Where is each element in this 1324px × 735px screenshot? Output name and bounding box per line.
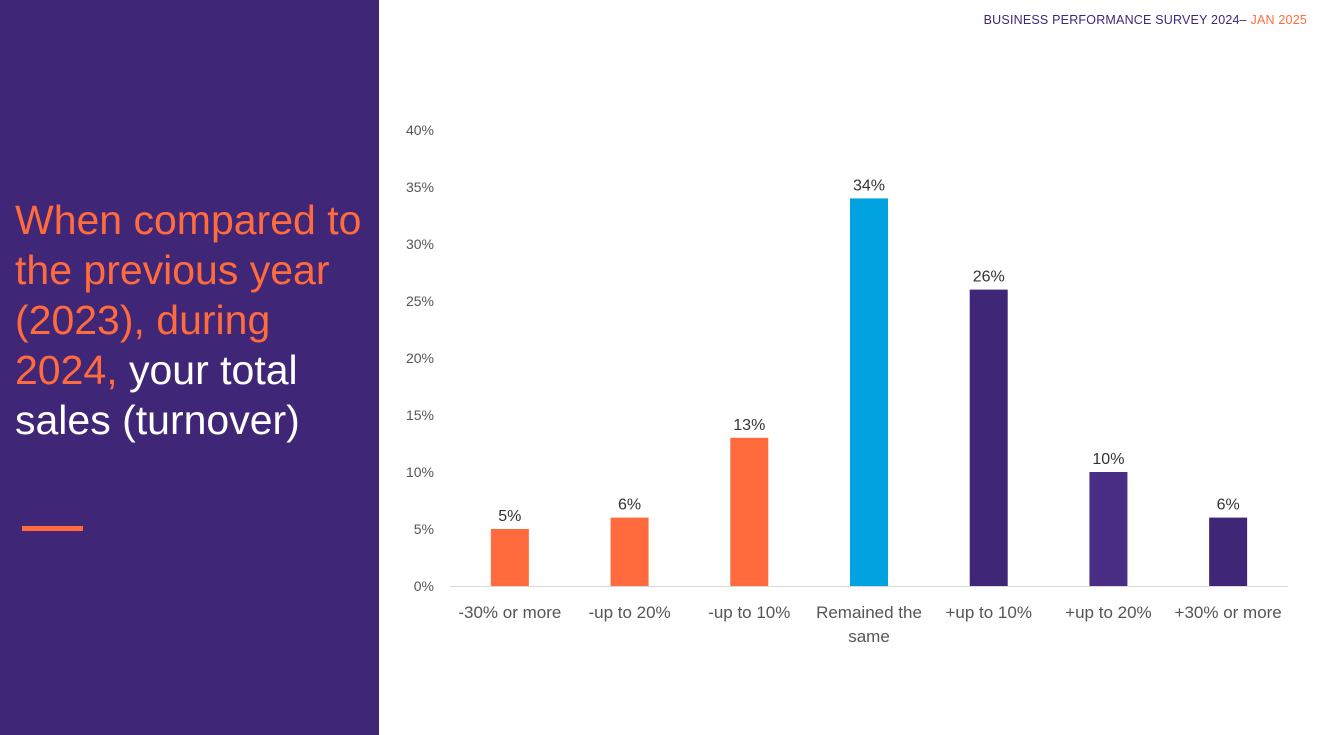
x-tick-label: -30% or more <box>458 603 561 622</box>
data-label: 26% <box>973 269 1005 286</box>
bar <box>610 517 649 586</box>
headline-highlight: When compared to the previous year (2023… <box>15 197 362 393</box>
data-label: 6% <box>618 497 641 514</box>
y-tick-label: 5% <box>414 521 434 537</box>
x-tick-label: -up to 10% <box>708 603 790 622</box>
bar <box>969 289 1008 586</box>
x-tick-label: Remained the <box>816 603 922 622</box>
left-panel: When compared to the previous year (2023… <box>0 0 379 735</box>
data-label: 10% <box>1092 451 1124 468</box>
accent-line <box>22 526 83 531</box>
x-tick-label: +30% or more <box>1175 603 1282 622</box>
y-tick-label: 15% <box>406 407 434 423</box>
bar <box>730 437 769 586</box>
survey-title: BUSINESS PERFORMANCE SURVEY 2024– <box>983 13 1247 27</box>
data-label: 5% <box>498 508 521 525</box>
y-tick-label: 20% <box>406 350 434 366</box>
headline-rest: your total sales (turnover) <box>15 347 300 443</box>
x-tick-label: +up to 10% <box>945 603 1032 622</box>
data-label: 13% <box>733 417 765 434</box>
bar <box>850 198 888 586</box>
data-label: 34% <box>853 177 885 194</box>
slide-headline: When compared to the previous year (2023… <box>15 195 365 445</box>
y-tick-label: 0% <box>414 578 434 594</box>
x-tick-label: same <box>848 627 890 646</box>
y-tick-label: 10% <box>406 464 434 480</box>
bar <box>490 529 529 586</box>
survey-header: BUSINESS PERFORMANCE SURVEY 2024– JAN 20… <box>984 13 1307 27</box>
bar <box>1209 517 1248 586</box>
y-tick-label: 35% <box>406 179 434 195</box>
data-label: 6% <box>1217 497 1240 514</box>
x-tick-label: +up to 20% <box>1065 603 1152 622</box>
y-tick-label: 25% <box>406 293 434 309</box>
bar <box>1089 472 1128 586</box>
y-tick-label: 40% <box>406 122 434 138</box>
bar-chart: 0% 5% 10% 15% 20% 25% 30% 35% 40% 5% -30% or more 6… <box>406 122 1288 646</box>
x-tick-label: -up to 20% <box>588 603 670 622</box>
y-tick-label: 30% <box>406 236 434 252</box>
survey-date: JAN 2025 <box>1246 13 1307 27</box>
